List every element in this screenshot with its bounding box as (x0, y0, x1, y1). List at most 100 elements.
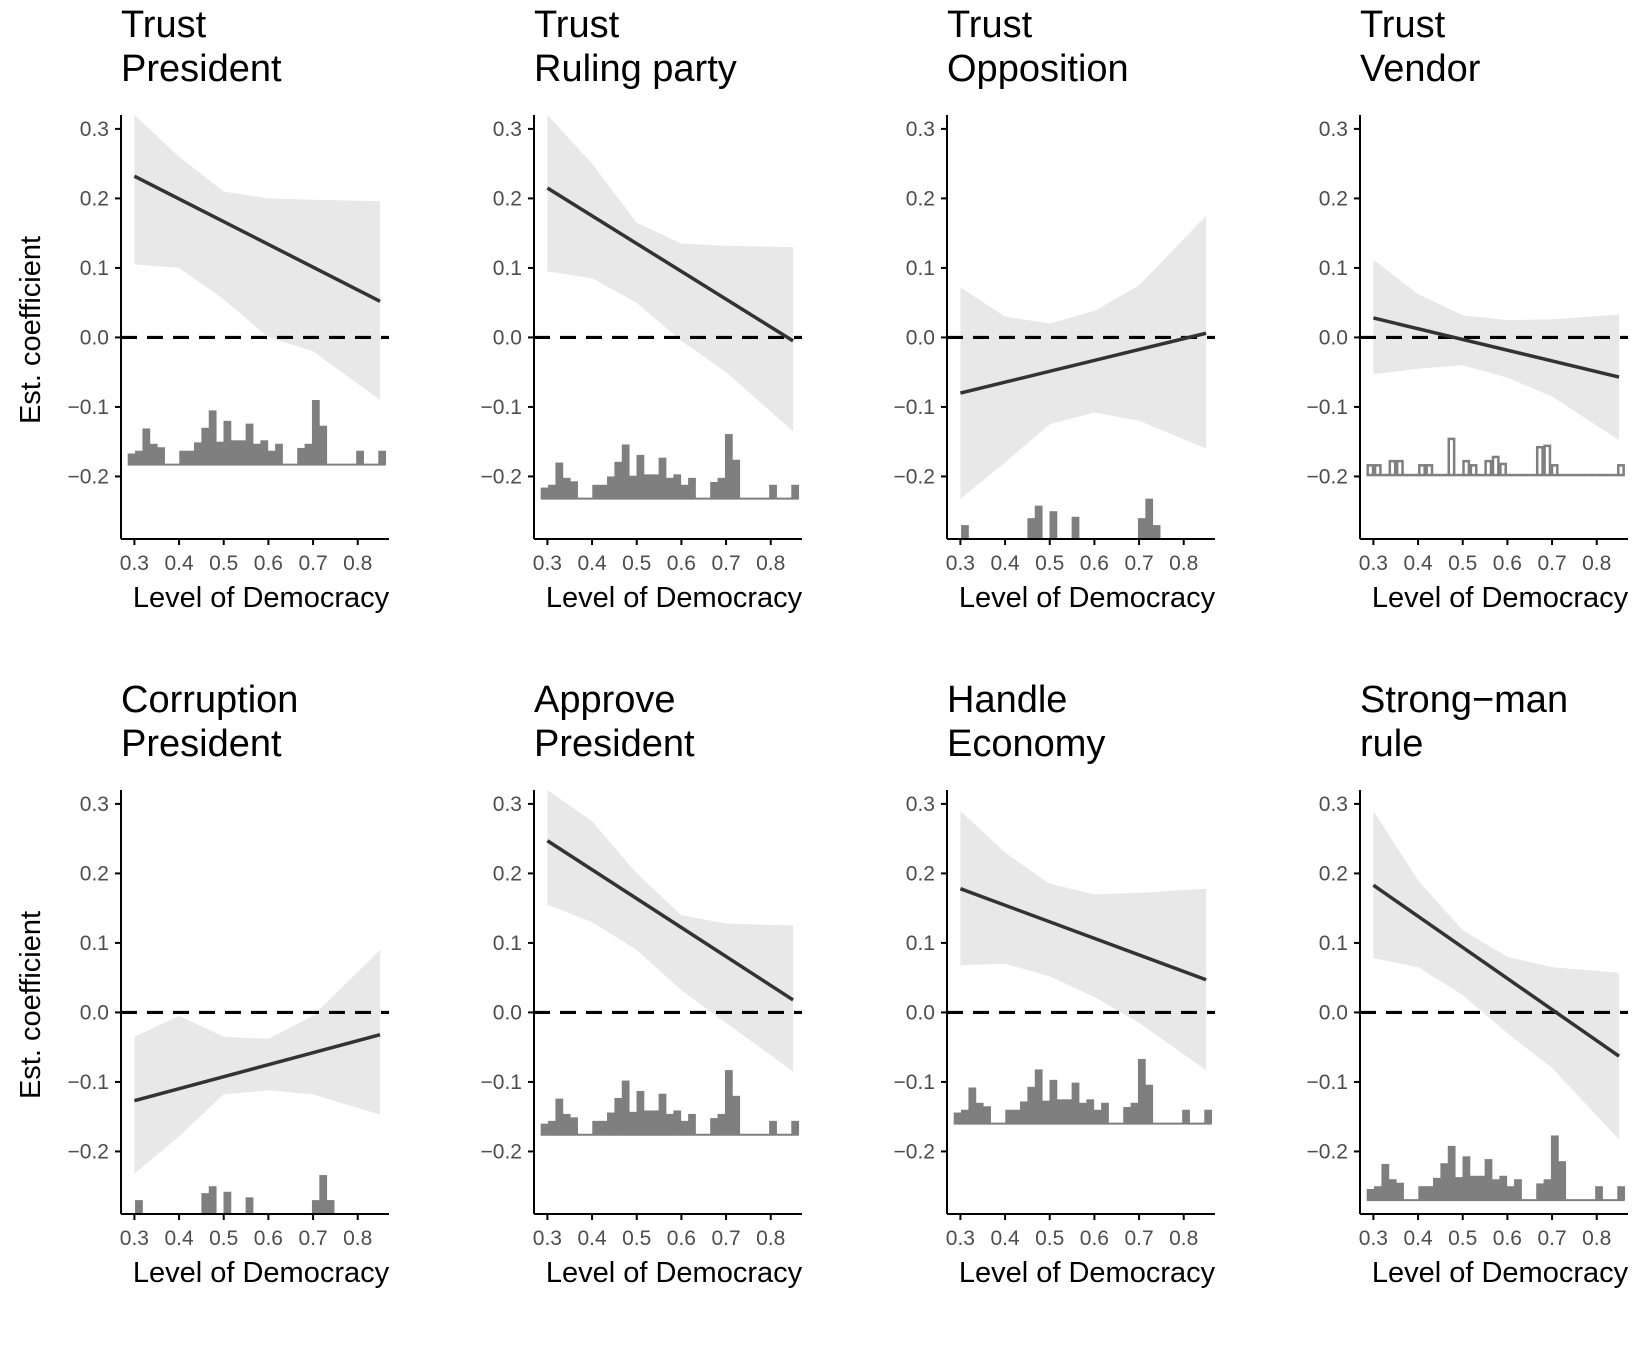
histogram-bar (688, 477, 696, 499)
histogram-bar (636, 454, 645, 499)
estimate-line (546, 186, 794, 343)
histogram-bar (1617, 1186, 1626, 1201)
histogram-bar (127, 453, 136, 465)
histogram-bar (961, 1109, 969, 1124)
histogram-bar (1499, 1175, 1508, 1201)
y-tick-label: −0.1 (1307, 396, 1348, 419)
panel-title-line-2: Opposition (947, 48, 1129, 90)
histogram (127, 399, 387, 466)
histogram-bar (1388, 459, 1397, 477)
histogram-bar (1558, 1161, 1567, 1201)
histogram-bar (953, 1112, 962, 1124)
histogram-bar (636, 1090, 645, 1135)
histogram-bar (658, 457, 667, 499)
y-tick-label: 0.1 (80, 257, 109, 280)
histogram-bar (1056, 1099, 1065, 1124)
x-axis-label: Level of Democracy (133, 582, 390, 614)
histogram (1366, 1135, 1626, 1202)
y-tick-label: −0.1 (68, 1071, 109, 1094)
x-tick-label: 0.8 (343, 552, 372, 575)
histogram-bar (1020, 1101, 1028, 1124)
x-axis-label: Level of Democracy (133, 1257, 390, 1289)
x-axis-label: Level of Democracy (959, 1257, 1216, 1289)
histogram-bar (1027, 518, 1036, 539)
panel-title-line-2: Ruling party (534, 48, 737, 90)
panel-title-line-2: rule (1360, 723, 1423, 765)
y-tick-label: 0.2 (1319, 187, 1348, 210)
y-tick-label: 0.3 (80, 793, 109, 816)
histogram (953, 498, 1212, 539)
histogram-bar (629, 1111, 637, 1135)
histogram-bar (1506, 1186, 1515, 1201)
y-tick-label: 0.3 (1319, 793, 1348, 816)
y-tick-label: −0.1 (894, 1071, 935, 1094)
y-tick-label: 0.2 (1319, 862, 1348, 885)
x-tick-label: 0.4 (1403, 1227, 1433, 1250)
y-tick-label: 0.1 (1319, 932, 1348, 955)
x-tick-label: 0.8 (343, 1227, 372, 1250)
histogram-bar (621, 444, 630, 499)
histogram-bar (1469, 1175, 1478, 1201)
panel-title-line-1: Trust (534, 4, 620, 46)
estimate-line (546, 839, 795, 1002)
histogram-bar (1535, 445, 1544, 477)
histogram (1366, 437, 1625, 477)
x-tick-label: 0.5 (209, 1227, 238, 1250)
panel-title-line-1: Approve (534, 679, 676, 721)
y-tick-label: 0.0 (80, 1001, 109, 1024)
histogram-bar (570, 481, 578, 499)
y-tick-label: 0.1 (493, 932, 522, 955)
plot-area (947, 215, 1215, 539)
x-tick-label: 0.8 (1169, 1227, 1198, 1250)
histogram (953, 1058, 1213, 1125)
plot-area (947, 810, 1215, 1125)
panel-title-line-2: President (121, 48, 282, 90)
histogram-bar (208, 1186, 217, 1214)
y-tick-label: 0.1 (906, 257, 935, 280)
histogram-bar (658, 1093, 667, 1135)
plot-area (121, 115, 389, 466)
x-tick-label: 0.7 (298, 552, 327, 575)
histogram-bar (1027, 1086, 1036, 1124)
histogram-bar (223, 1191, 232, 1214)
panel-title-line-1: Corruption (121, 679, 298, 721)
y-tick-label: 0.0 (80, 326, 109, 349)
histogram-bar (607, 476, 615, 499)
histogram-bar (186, 450, 195, 465)
histogram-bar (607, 1112, 615, 1135)
histogram-bar (1034, 505, 1043, 539)
x-tick-label: 0.6 (254, 552, 283, 575)
histogram-bar (1418, 464, 1426, 477)
histogram-bar (1064, 1099, 1073, 1124)
x-tick-label: 0.3 (533, 552, 562, 575)
histogram-bar (1042, 1100, 1050, 1124)
histogram-bar (311, 1200, 320, 1214)
y-tick-label: 0.1 (80, 932, 109, 955)
x-tick-label: 0.5 (1035, 552, 1064, 575)
x-axis-label: Level of Democracy (959, 582, 1216, 614)
y-tick-label: 0.3 (493, 793, 522, 816)
histogram-bar (651, 1110, 660, 1135)
histogram-bar (1012, 1109, 1021, 1124)
histogram-bar (614, 461, 623, 499)
x-axis-label: Level of Democracy (1372, 582, 1629, 614)
histogram-bar (1477, 1175, 1486, 1201)
histogram-bar (1145, 498, 1154, 539)
histogram-bar (319, 425, 328, 465)
y-tick-label: −0.1 (894, 396, 935, 419)
x-tick-label: 0.7 (1537, 1227, 1566, 1250)
histogram-bar (562, 1113, 571, 1135)
x-tick-label: 0.4 (164, 1227, 194, 1250)
histogram-bar (311, 399, 320, 465)
histogram-bar (673, 1110, 682, 1135)
histogram-bar (1366, 464, 1375, 477)
histogram-bar (1543, 444, 1552, 477)
confidence-band (1373, 259, 1620, 441)
x-tick-label: 0.3 (946, 1227, 975, 1250)
x-tick-label: 0.3 (120, 552, 149, 575)
histogram-bar (968, 1087, 977, 1124)
y-tick-label: 0.0 (906, 326, 935, 349)
